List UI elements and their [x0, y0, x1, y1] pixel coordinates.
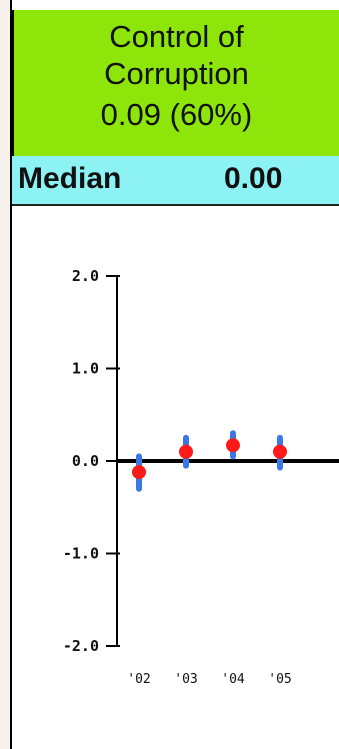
data-point [179, 444, 193, 459]
data-point [226, 438, 240, 453]
panel-frame [10, 0, 339, 749]
x-tick-label: '04 [221, 672, 245, 687]
median-value: 0.00 [224, 162, 283, 195]
indicator-score: 0.09 (60%) [100, 97, 253, 132]
y-tick-label: 1.0 [72, 360, 99, 378]
y-tick-label: -2.0 [63, 637, 99, 655]
median-bar: Median 0.00 [12, 156, 339, 206]
x-tick-label: '02 [127, 672, 150, 687]
y-tick-label: -1.0 [63, 545, 99, 563]
data-point [132, 465, 146, 480]
indicator-title-line2: Corruption [104, 56, 249, 91]
indicator-header: Control of Corruption 0.09 (60%) [12, 10, 339, 156]
indicator-title-line1: Control of [109, 19, 244, 54]
x-tick-label: '03 [174, 672, 197, 687]
y-tick-label: 2.0 [72, 267, 99, 285]
median-label: Median [18, 162, 122, 195]
left-margin-strip [0, 0, 12, 749]
y-tick-label: 0.0 [72, 452, 99, 470]
data-point [273, 444, 287, 459]
x-tick-label: '05 [268, 672, 291, 687]
